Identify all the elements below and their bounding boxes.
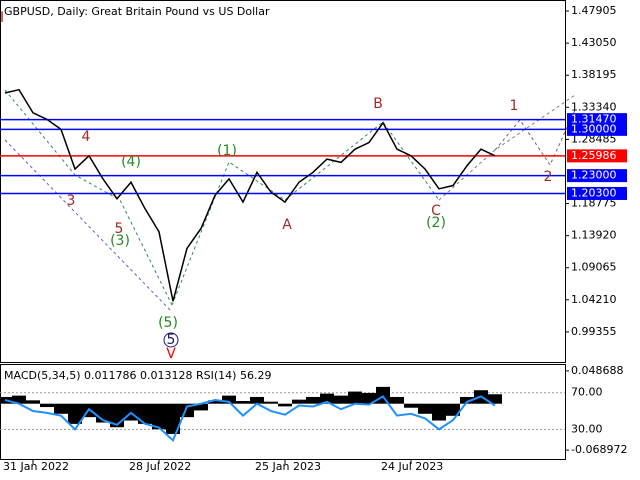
y-tick-label: 1.04210: [571, 293, 617, 306]
wave-label: (2): [426, 215, 446, 231]
level-label: 1.25986: [571, 149, 617, 162]
indicator-pane: [0, 364, 566, 460]
macd-bar: [54, 403, 68, 414]
wave-label: C: [431, 203, 441, 219]
wave-label: (5): [158, 315, 178, 331]
y-tick-label: 1.47905: [571, 4, 617, 17]
wave-label: V: [166, 346, 176, 362]
y2-tick-label: 70.00: [571, 386, 603, 399]
macd-bar: [390, 396, 404, 404]
level-label: 1.20300: [571, 186, 617, 199]
annotation-circle: [163, 332, 179, 348]
wave-label: (1): [217, 143, 237, 159]
macd-bar: [166, 403, 180, 434]
wave-label: 4: [82, 129, 91, 145]
macd-bar: [12, 395, 26, 404]
macd-bar: [418, 403, 432, 414]
macd-bar: [348, 391, 362, 404]
macd-bar: [320, 393, 334, 404]
indicator-title: MACD(5,34,5) 0.011786 0.013128 RSI(14) 5…: [4, 369, 271, 382]
y-tick-label: 0.048688: [571, 364, 624, 377]
macd-bar: [40, 403, 54, 408]
macd-bar: [264, 401, 278, 404]
y-tick-label: 1.43050: [571, 36, 617, 49]
wave-label: (4): [121, 154, 141, 170]
wave-label: I: [0, 10, 4, 26]
wave-label: (3): [110, 233, 130, 249]
macd-bar: [278, 403, 292, 407]
macd-bar: [292, 399, 306, 404]
wave-label: 5: [115, 221, 124, 237]
macd-bar: [250, 396, 264, 404]
rsi-line: [4, 395, 496, 443]
x-tick-label: 24 Jul 2023: [381, 460, 443, 473]
macd-bar: [152, 403, 166, 430]
y-tick-label: 1.13920: [571, 229, 617, 242]
wave-lines: [4, 89, 576, 313]
macd-bar: [446, 403, 460, 416]
macd-bar: [26, 400, 40, 404]
price-line: [4, 88, 496, 302]
y2-tick-label: 30.00: [571, 422, 603, 435]
macd-bar: [208, 400, 222, 404]
wave-line: [438, 94, 576, 201]
wave-line: [171, 121, 440, 306]
level-label-box: [567, 186, 627, 200]
x-tick-label: 28 Jul 2022: [129, 460, 191, 473]
y-tick-label: 1.38195: [571, 68, 617, 81]
macd-bar: [488, 394, 502, 404]
wave-label: 1: [510, 98, 519, 114]
wave-label: 2: [544, 169, 553, 185]
wave-label: 3: [67, 193, 76, 209]
x-tick-label: 25 Jan 2023: [255, 460, 321, 473]
macd-bar: [236, 401, 250, 404]
wave-line: [494, 109, 576, 167]
macd-bar: [138, 403, 152, 424]
macd-bar: [404, 403, 418, 408]
level-label-box: [567, 169, 627, 183]
macd-bar: [68, 403, 82, 424]
macd-bar: [306, 396, 320, 404]
wave-label: 5: [167, 332, 176, 348]
y-tick-label: 1.33340: [571, 100, 617, 113]
wave-line: [4, 139, 173, 313]
wave-label: A: [282, 217, 292, 233]
wave-line: [4, 89, 173, 306]
chart-title: GBPUSD, Daily: Great Britain Pound vs US…: [4, 5, 270, 18]
y-tick-label: -0.068972: [571, 443, 627, 456]
y-tick-label: 1.09065: [571, 261, 617, 274]
macd-bar: [222, 395, 236, 404]
level-label: 1.23000: [571, 169, 617, 182]
x-tick-label: 31 Jan 2022: [3, 460, 69, 473]
macd-bar: [432, 403, 446, 421]
macd-bar: [194, 403, 208, 411]
level-label: 1.31470: [571, 113, 617, 126]
level-label-box: [567, 122, 627, 136]
y-tick-label: 0.99355: [571, 325, 617, 338]
macd-bar: [460, 396, 474, 404]
level-label: 1.30000: [571, 122, 617, 135]
level-label-box: [567, 149, 627, 163]
price-pane: [0, 0, 566, 363]
macd-bar: [334, 395, 348, 404]
macd-bar: [362, 392, 376, 404]
wave-label: B: [373, 96, 383, 112]
